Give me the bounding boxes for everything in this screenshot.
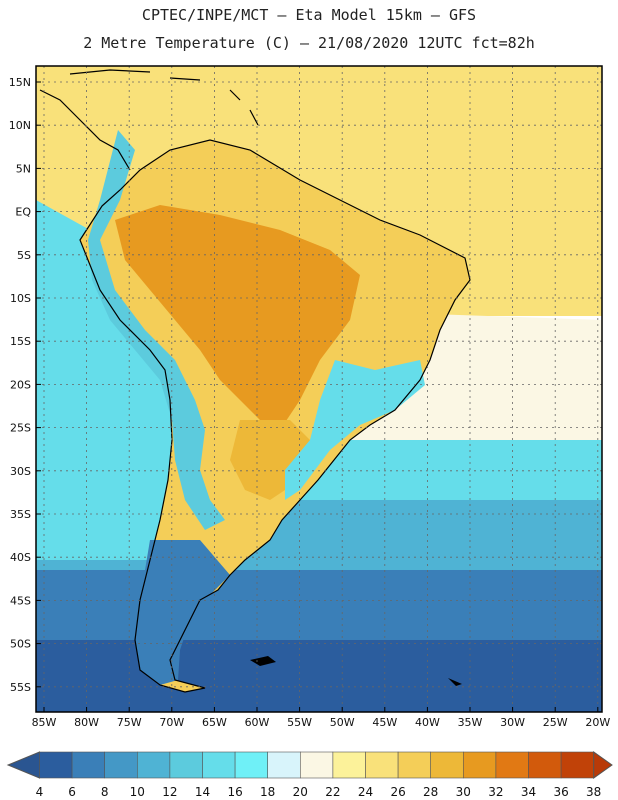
colorbar-label: 4 (36, 785, 44, 799)
colorbar-label: 18 (260, 785, 275, 799)
colorbar-label: 20 (293, 785, 308, 799)
latitude-label: 45S (10, 594, 31, 607)
longitude-label: 30W (500, 716, 525, 729)
longitude-label: 65W (202, 716, 227, 729)
longitude-label: 45W (372, 716, 397, 729)
colorbar-label: 38 (586, 785, 601, 799)
pacific-cool-tongue (36, 200, 190, 560)
andes-cold-ridge (88, 130, 225, 530)
latitude-label: 55S (10, 681, 31, 694)
longitude-labels: 85W 80W 75W 70W 65W 60W 55W 50W 45W 40W 35W 30W 25W 2… (32, 716, 611, 729)
colorbar-label: 6 (68, 785, 76, 799)
colorbar-label: 28 (423, 785, 438, 799)
interior-hot-zone (115, 205, 360, 430)
falkland-islands (250, 656, 276, 666)
colorbar-label: 36 (553, 785, 568, 799)
colorbar-label: 26 (390, 785, 405, 799)
longitude-label: 35W (458, 716, 483, 729)
latitude-label: 15N (9, 76, 31, 89)
colorbar-label: 30 (456, 785, 471, 799)
latitude-labels: 15N 10N 5N EQ 5S 10S 15S 20S 25S 30S 35S 40S 45S 50S 5… (9, 76, 32, 694)
longitude-label: 60W (245, 716, 270, 729)
colorbar-label: 8 (101, 785, 109, 799)
colorbar-segment (104, 751, 138, 779)
colorbar: 4 6 8 10 12 14 16 18 20 22 24 26 28 30 32 34 36 38 (6, 751, 613, 799)
map-title-line1: CPTEC/INPE/MCT – Eta Model 15km – GFS (141, 6, 477, 24)
map-frame (35, 65, 603, 713)
colorbar-segment (137, 751, 171, 779)
colorbar-segment (495, 751, 529, 779)
colorbar-segment (71, 751, 105, 779)
colorbar-label: 16 (227, 785, 242, 799)
longitude-label: 20W (585, 716, 610, 729)
colorbar-segment (169, 751, 203, 779)
longitude-label: 70W (159, 716, 184, 729)
colorbar-label: 12 (162, 785, 177, 799)
longitude-label: 80W (74, 716, 99, 729)
colorbar-label: 34 (521, 785, 536, 799)
latitude-label: EQ (15, 206, 31, 219)
latitude-label: 10N (9, 119, 31, 132)
latitude-label: 40S (10, 551, 31, 564)
longitude-label: 25W (543, 716, 568, 729)
colorbar-label: 32 (488, 785, 503, 799)
graticule (36, 66, 602, 712)
colorbar-segment (332, 751, 366, 779)
colorbar-segment (234, 751, 269, 779)
latitude-label: 20S (10, 378, 31, 391)
colorbar-label: 22 (325, 785, 340, 799)
longitude-label: 50W (330, 716, 355, 729)
colorbar-lower-arrow (6, 751, 40, 779)
caribbean-islands (69, 69, 259, 126)
colorbar-segment (462, 751, 497, 779)
latitude-label: 35S (10, 508, 31, 521)
colorbar-segment (39, 751, 73, 779)
southeast-coast-cool (285, 360, 425, 500)
colorbar-segment (267, 751, 301, 779)
latitude-label: 50S (10, 638, 31, 651)
colorbar-segment (430, 751, 464, 779)
map-title-line2: 2 Metre Temperature (C) – 21/08/2020 12U… (83, 34, 535, 52)
latitude-label: 10S (10, 292, 31, 305)
colorbar-segment (365, 751, 399, 779)
colorbar-label: 24 (358, 785, 373, 799)
longitude-label: 75W (117, 716, 142, 729)
colorbar-segment (202, 751, 236, 779)
colorbar-segment (560, 751, 594, 779)
colorbar-label: 10 (130, 785, 145, 799)
latitude-label: 25S (10, 422, 31, 435)
colorbar-upper-arrow (593, 751, 613, 779)
latitude-label: 30S (10, 465, 31, 478)
colorbar-segment (397, 751, 432, 779)
patagonia-cold-zone (135, 540, 230, 685)
colorbar-label: 14 (195, 785, 210, 799)
longitude-label: 55W (287, 716, 312, 729)
ocean-south (36, 570, 602, 650)
colorbar-segment (528, 751, 562, 779)
latitude-label: 15S (10, 335, 31, 348)
longitude-label: 40W (415, 716, 440, 729)
longitude-label: 85W (32, 716, 57, 729)
coastline (79, 139, 471, 693)
ocean-far-south (36, 640, 602, 712)
colorbar-segment (299, 751, 334, 779)
latitude-label: 5N (16, 162, 31, 175)
south-georgia-island (448, 678, 462, 686)
central-america (39, 89, 131, 171)
latitude-label: 5S (17, 249, 31, 262)
map-field (36, 66, 602, 712)
